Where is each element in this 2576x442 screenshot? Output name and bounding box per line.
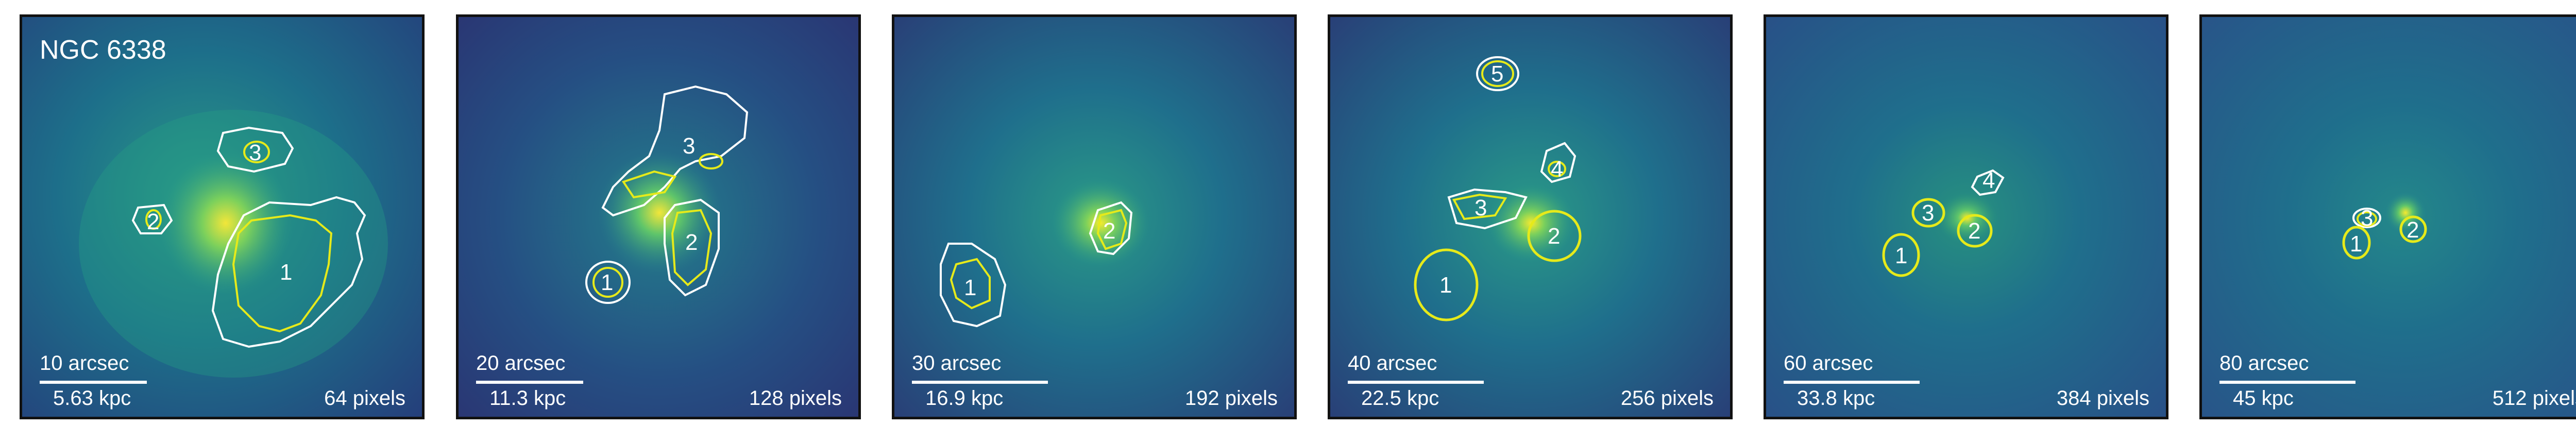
panel-6: 1 2 3 80 arcsec 45 kpc 512 pixels	[2199, 14, 2576, 419]
xray-image-3: 2 1	[894, 17, 1294, 417]
pixel-size-label: 384 pixels	[2056, 387, 2149, 410]
pixel-size-label: 256 pixels	[1620, 387, 1714, 410]
region-label-2: 2	[2406, 217, 2419, 243]
xray-image-6: 1 2 3	[2202, 17, 2576, 417]
region-label-3: 3	[1475, 195, 1487, 220]
xray-image-5: 1 2 3 4	[1766, 17, 2166, 417]
xray-image-1: 1 2 3	[22, 17, 422, 417]
arcsec-scale-label: 40 arcsec	[1348, 352, 1437, 375]
region-label-1: 1	[1895, 243, 1907, 268]
scale-bar	[40, 381, 147, 384]
region-label-3: 3	[2361, 206, 2373, 231]
region-label-3: 3	[249, 140, 261, 165]
panel-1: 1 2 3 NGC 6338 10 arcsec 5.63 kpc 64 pix…	[20, 14, 425, 419]
kpc-scale-label: 22.5 kpc	[1361, 387, 1439, 410]
kpc-scale-label: 16.9 kpc	[925, 387, 1004, 410]
xray-image-4: 1 2 3 4 5	[1330, 17, 1730, 417]
region-label-1: 1	[601, 270, 613, 295]
region-label-1: 1	[964, 275, 976, 300]
arcsec-scale-label: 30 arcsec	[912, 352, 1002, 375]
scale-bar	[912, 381, 1048, 384]
scale-bar	[1784, 381, 1920, 384]
pixel-size-label: 192 pixels	[1184, 387, 1278, 410]
kpc-scale-label: 45 kpc	[2233, 387, 2294, 410]
region-label-4: 4	[1551, 157, 1563, 182]
scale-bar	[476, 381, 583, 384]
region-label-1: 1	[280, 260, 292, 285]
region-label-4: 4	[1982, 168, 1995, 193]
pixel-size-label: 128 pixels	[749, 387, 842, 410]
kpc-scale-label: 33.8 kpc	[1797, 387, 1875, 410]
object-title: NGC 6338	[40, 35, 166, 65]
scale-bar	[1348, 381, 1484, 384]
region-label-2: 2	[1103, 218, 1115, 244]
region-label-2: 2	[147, 209, 159, 234]
kpc-scale-label: 5.63 kpc	[53, 387, 131, 410]
arcsec-scale-label: 60 arcsec	[1784, 352, 1873, 375]
panel-4: 1 2 3 4 5 40 arcsec 22.5 kpc 256 pixels	[1328, 14, 1733, 419]
region-label-3: 3	[683, 133, 695, 159]
region-label-2: 2	[1968, 218, 1980, 244]
arcsec-scale-label: 10 arcsec	[40, 352, 129, 375]
region-label-2: 2	[685, 230, 698, 255]
panel-3: 2 1 30 arcsec 16.9 kpc 192 pixels	[892, 14, 1297, 419]
panel-5: 1 2 3 4 60 arcsec 33.8 kpc 384 pixels	[1764, 14, 2168, 419]
region-label-2: 2	[1548, 224, 1560, 249]
region-label-3: 3	[1922, 200, 1934, 226]
pixel-size-label: 512 pixels	[2492, 387, 2576, 410]
scale-bar	[2219, 381, 2355, 384]
region-label-1: 1	[2350, 231, 2362, 257]
region-label-5: 5	[1491, 61, 1503, 87]
kpc-scale-label: 11.3 kpc	[489, 387, 566, 410]
arcsec-scale-label: 20 arcsec	[476, 352, 566, 375]
pixel-size-label: 64 pixels	[324, 387, 405, 410]
region-label-1: 1	[1439, 273, 1452, 298]
xray-image-2: 1 2 3	[459, 17, 858, 417]
panel-2: 1 2 3 20 arcsec 11.3 kpc 128 pixels	[456, 14, 861, 419]
arcsec-scale-label: 80 arcsec	[2219, 352, 2309, 375]
